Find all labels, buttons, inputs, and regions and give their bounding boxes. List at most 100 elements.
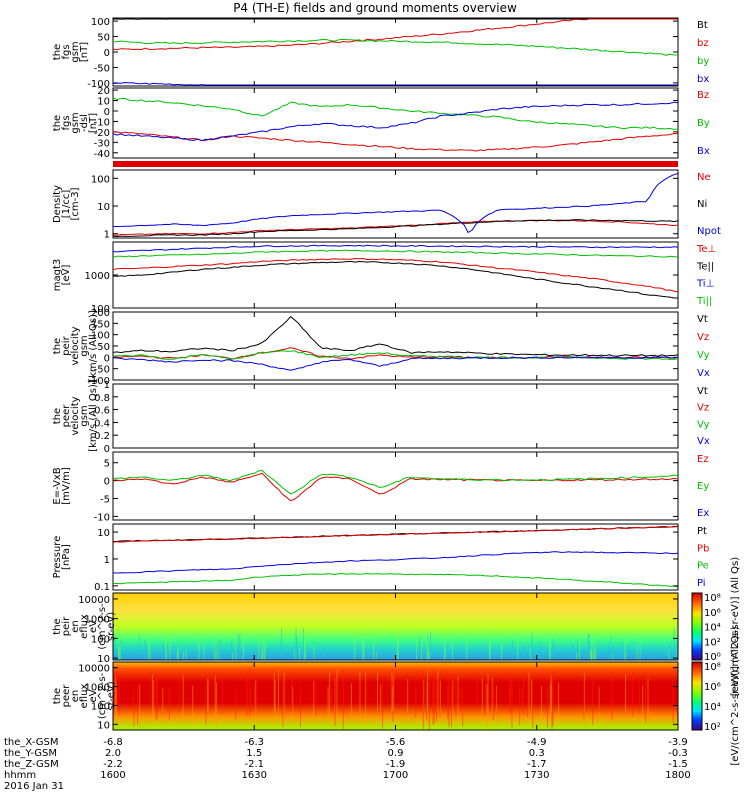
colorbar-tick-label: 10⁴ — [704, 702, 721, 713]
y-axis-label: the — [52, 44, 63, 60]
colorbar-tick-label: 10⁴ — [704, 623, 721, 634]
y-tick-label: 200 — [91, 308, 110, 319]
y-axis-label: eV — [88, 620, 99, 633]
coord-row-value: 1700 — [383, 770, 408, 781]
y-axis-label: (cm^2-s- — [97, 603, 108, 650]
y-tick-label: -30 — [94, 138, 110, 149]
y-tick-label: 150 — [91, 319, 110, 330]
series-line-by — [112, 38, 679, 56]
y-axis-label: eV — [88, 689, 99, 702]
y-axis-label: [nT] — [79, 42, 90, 62]
y-tick-label: -40 — [94, 149, 110, 160]
y-axis-label: fgs — [61, 44, 72, 59]
y-axis-label: Density — [52, 185, 63, 223]
coord-row-name: the_Y-GSM — [4, 748, 57, 759]
panel-8: 10 1 0.1 Pressure[nPa] Pt Pb Pe Pi — [52, 523, 709, 593]
date-label: 2016 Jan 31 — [4, 781, 64, 792]
coord-row-value: -1.9 — [386, 759, 406, 770]
colorbar-9 — [691, 592, 703, 661]
panel-7: 5 0 -5 -10 E=-VxB[mV/m] Ez Ey Ex — [52, 451, 709, 523]
legend-Vx: Vx — [697, 368, 710, 379]
panel-frame — [112, 311, 679, 381]
legend-Vt: Vt — [697, 386, 708, 397]
separator-band — [113, 161, 678, 167]
y-axis-label: [nPa] — [61, 544, 72, 570]
colorbar-tick-label: 10⁸ — [704, 593, 721, 604]
legend-Pb: Pb — [697, 543, 709, 554]
y-axis-label: [km/s (All Qs)] — [88, 310, 99, 382]
y-tick-label: -5 — [100, 495, 110, 506]
y-axis-label: gsm — [70, 41, 81, 62]
series-line-Npot — [113, 173, 679, 234]
y-tick-label: -50 — [94, 63, 110, 74]
spectrogram-10 — [113, 662, 678, 730]
coord-row-value: 1600 — [100, 770, 125, 781]
y-tick-label: 1 — [104, 555, 110, 566]
legend-Vx: Vx — [697, 436, 710, 447]
y-axis-label: the — [52, 115, 63, 131]
y-axis-label: en — [70, 690, 81, 703]
y-axis-label: gsm — [79, 335, 90, 356]
colorbar-tick-label: 10⁸ — [704, 662, 721, 673]
legend-bx: bx — [697, 74, 709, 85]
legend-Bz: Bz — [697, 90, 709, 101]
y-tick-label: 0 — [104, 477, 110, 488]
legend-Pi: Pi — [697, 578, 706, 589]
legend-Npot: Npot — [697, 226, 721, 237]
y-tick-label: 1 — [104, 380, 110, 391]
y-tick-label: 10 — [97, 654, 110, 665]
y-tick-label: 1000 — [85, 683, 110, 694]
y-axis-label: fgs — [61, 115, 72, 130]
x-axis-layer: the_X-GSM -6.8 -6.3 -5.6 -4.9 -3.9 the_Y-GSM 2.… — [4, 18, 741, 792]
y-axis-label: magt3 — [52, 259, 63, 292]
y-tick-label: 1000 — [85, 271, 110, 282]
y-axis-label: sr-eV) — [106, 612, 117, 641]
colorbar-10 — [691, 661, 703, 731]
coord-row-value: -1.5 — [668, 759, 688, 770]
coord-row-value: 2.0 — [105, 748, 121, 759]
coord-row-value: -2.2 — [103, 759, 123, 770]
coord-row-value: -4.9 — [527, 737, 547, 748]
y-axis-label: velocity — [70, 326, 81, 365]
legend-Pe: Pe — [697, 561, 709, 572]
y-tick-label: -10 — [94, 512, 110, 523]
y-axis-label: [cm-3] — [70, 187, 81, 220]
legend-Ne: Ne — [697, 172, 711, 183]
series-line-Pi — [112, 551, 679, 574]
coord-row-value: 1630 — [242, 770, 267, 781]
y-tick-label: 50 — [97, 33, 110, 44]
legend-by: by — [697, 56, 709, 67]
y-axis-label: E=-VxB — [52, 467, 63, 504]
coord-row-value: -0.3 — [668, 748, 688, 759]
y-axis-label: eflux — [79, 614, 90, 639]
y-tick-label: 10000 — [78, 664, 110, 675]
colorbar-label: [eV/(cm^2-s-sr-eV)] (All Qs) — [730, 557, 741, 696]
y-tick-label: 100 — [91, 331, 110, 342]
legend-By: By — [697, 118, 710, 129]
panel-frame — [112, 451, 679, 521]
panels-layer: 100500-50-100thefgsgsm[nT]Btbzbybx20100-… — [52, 17, 721, 733]
y-axis-label: the — [52, 408, 63, 424]
y-axis-label: [nT] — [88, 113, 99, 133]
legend-Vy: Vy — [697, 419, 710, 430]
panel-frame — [112, 17, 679, 87]
coord-row-value: -3.9 — [668, 737, 688, 748]
y-axis-label: gsm — [79, 405, 90, 426]
panel-frame — [112, 169, 679, 239]
y-tick-label: -100 — [87, 376, 110, 387]
y-tick-label: 100 — [91, 304, 110, 315]
colorbar-tick-label: 10⁶ — [704, 682, 721, 693]
legend-Ez: Ez — [697, 454, 709, 465]
legend-Vz: Vz — [697, 332, 709, 343]
legend-Te⊥: Te⊥ — [696, 244, 716, 255]
series-line-Vt — [112, 315, 679, 357]
y-tick-label: 0 — [104, 48, 110, 59]
panel-frame — [112, 383, 679, 449]
y-axis-label: the — [52, 338, 63, 354]
coord-row-value: 1730 — [524, 770, 549, 781]
